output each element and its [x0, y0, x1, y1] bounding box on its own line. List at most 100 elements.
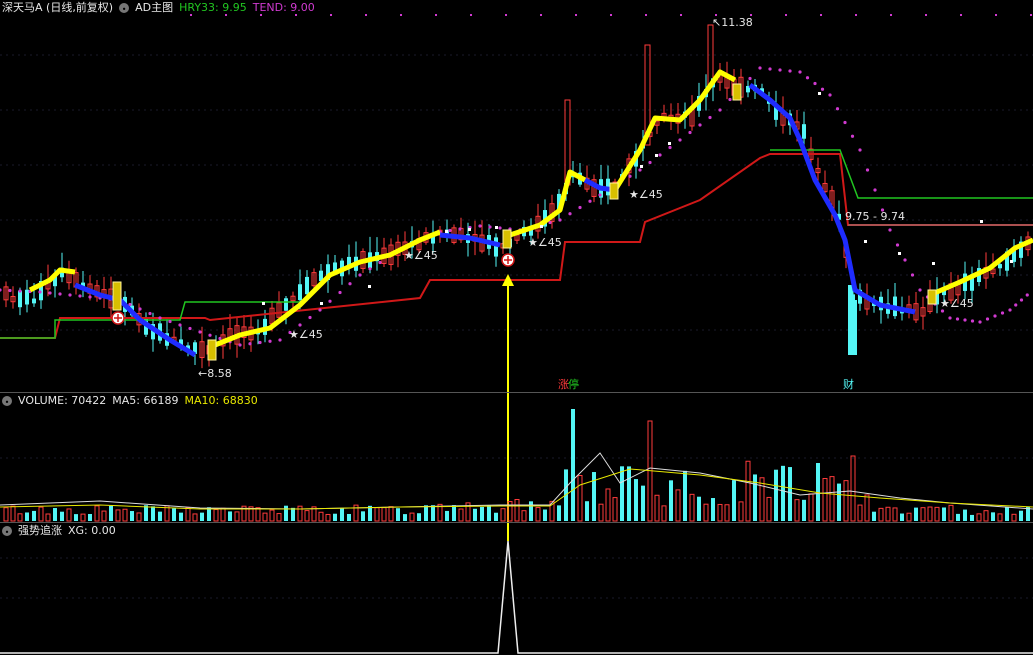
- volume-bar: [781, 465, 785, 521]
- trend-dot: [348, 282, 352, 286]
- volume-bar: [808, 493, 814, 522]
- trend-dot: [338, 290, 342, 295]
- price-chart-header: 深天马A (日线,前复权) • AD主图 HRY33: 9.95 TEND: 9…: [2, 1, 315, 15]
- volume-bar: [675, 489, 681, 522]
- trend-dot: [78, 294, 82, 298]
- volume-bar: [431, 505, 435, 521]
- top-dot: [645, 14, 647, 16]
- volume-bar: [634, 479, 638, 521]
- candle-body: [333, 262, 337, 273]
- volume-bar: [109, 505, 113, 521]
- collapse-icon[interactable]: •: [2, 396, 12, 407]
- volume-bar: [144, 505, 148, 521]
- volume-bar: [816, 463, 820, 521]
- volume-bar: [403, 514, 407, 521]
- candle-body: [815, 168, 821, 174]
- marker-candle: [732, 83, 742, 101]
- top-dot: [855, 14, 857, 16]
- signal-label: ★∠45: [940, 297, 974, 310]
- volume-bar: [689, 493, 695, 522]
- volume-header: • VOLUME: 70422 MA5: 66189 MA10: 68830: [2, 394, 258, 408]
- indicator-pane[interactable]: • 强势追涨 XG: 0.00: [0, 522, 1033, 655]
- event-tag-finance[interactable]: 财: [843, 378, 854, 391]
- trend-dot: [835, 107, 840, 111]
- volume-bar: [318, 511, 324, 522]
- trend-dot: [578, 205, 582, 210]
- volume-bar: [892, 507, 898, 522]
- volume-bar: [122, 508, 128, 522]
- volume-bar: [963, 509, 967, 521]
- volume-bar: [353, 504, 359, 522]
- candle-body: [298, 284, 302, 301]
- candle-body: [1019, 241, 1023, 258]
- event-tag-stop[interactable]: 停: [568, 378, 579, 391]
- candle-body: [990, 268, 996, 275]
- trend-dot: [895, 243, 900, 247]
- volume-bar: [94, 505, 100, 522]
- marker-candle: [927, 289, 937, 305]
- trend-dot: [458, 227, 462, 231]
- volume-bar: [10, 505, 16, 522]
- trend-dot: [788, 69, 792, 73]
- trend-dot: [38, 290, 42, 294]
- volume-bar: [920, 507, 926, 522]
- trend-dot: [865, 168, 870, 172]
- trend-dot: [843, 120, 847, 125]
- volume-bar: [697, 496, 701, 521]
- volume-bar: [521, 510, 527, 522]
- volume-bar: [487, 505, 491, 521]
- trend-dot: [318, 308, 322, 312]
- candle-body: [858, 289, 862, 304]
- marker-candle: [609, 182, 619, 200]
- volume-bar: [333, 513, 337, 521]
- volume-bar: [458, 508, 464, 522]
- candle-body: [837, 213, 841, 220]
- candle-body: [186, 345, 190, 350]
- trend-dot: [588, 199, 592, 203]
- volume-bar: [878, 507, 884, 522]
- trend-dot: [970, 319, 975, 323]
- candle-body: [746, 85, 750, 93]
- volume-pane[interactable]: • VOLUME: 70422 MA5: 66189 MA10: 68830: [0, 392, 1033, 523]
- trend-dot: [288, 330, 292, 335]
- volume-bar: [3, 507, 9, 522]
- candle-body: [18, 290, 22, 308]
- marker-square: [262, 302, 265, 305]
- volume-bar: [228, 511, 232, 521]
- candle-body: [311, 272, 317, 287]
- volume-bar: [774, 469, 778, 521]
- volume-bar: [234, 511, 240, 522]
- volume-bar: [711, 498, 715, 521]
- volume-bar: [948, 504, 954, 522]
- volume-bar: [172, 508, 176, 521]
- volume-bar: [38, 506, 44, 522]
- volume-bar: [829, 476, 835, 522]
- trend-dot: [1025, 293, 1029, 297]
- collapse-icon[interactable]: •: [119, 3, 130, 14]
- volume-bar: [703, 503, 709, 522]
- event-tag-limit-up[interactable]: 涨: [558, 378, 569, 391]
- price-chart-pane[interactable]: 深天马A (日线,前复权) • AD主图 HRY33: 9.95 TEND: 9…: [0, 0, 1033, 392]
- volume-bar: [592, 472, 596, 521]
- trend-dot: [1019, 298, 1024, 302]
- trend-ribbon: [509, 169, 587, 238]
- candle-body: [942, 288, 946, 296]
- volume-bar: [1019, 510, 1023, 521]
- indicator-name[interactable]: AD主图: [135, 1, 174, 14]
- top-dot: [750, 14, 752, 16]
- volume-bar: [220, 507, 226, 522]
- volume-bar: [500, 508, 506, 522]
- volume-bar: [669, 480, 673, 521]
- trend-dot: [58, 292, 62, 296]
- trend-dot: [978, 320, 982, 324]
- volume-bar: [766, 496, 772, 522]
- trend-dot: [858, 148, 862, 152]
- collapse-icon[interactable]: •: [2, 526, 12, 537]
- marker-square: [864, 240, 867, 243]
- trend-dot: [768, 67, 772, 71]
- candle-body: [53, 273, 57, 287]
- trend-dot: [1000, 311, 1005, 315]
- top-dot: [715, 14, 717, 16]
- trend-dot: [658, 153, 662, 157]
- volume-bar: [942, 507, 946, 521]
